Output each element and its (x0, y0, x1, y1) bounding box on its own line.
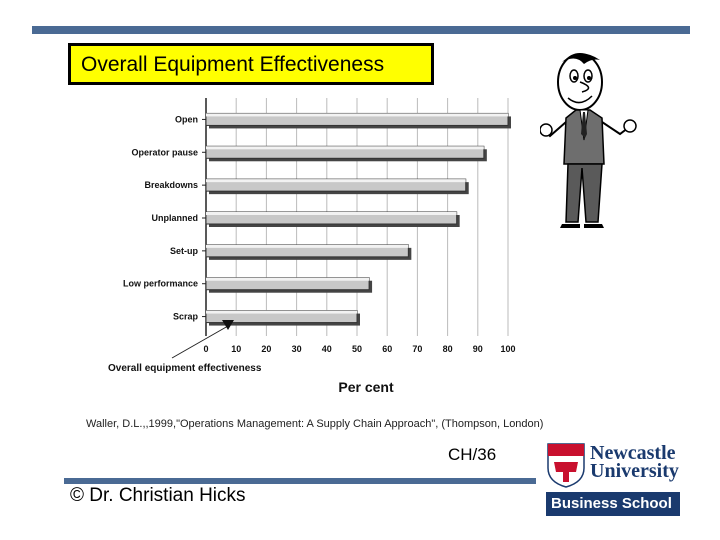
slide-title: Overall Equipment Effectiveness (81, 53, 385, 76)
category-label: Unplanned (152, 213, 199, 223)
bar-highlight (206, 244, 409, 248)
logo-line-newcastle: Newcastle (590, 442, 676, 464)
x-tick-label: 0 (203, 344, 208, 354)
x-tick-label: 10 (231, 344, 241, 354)
cartoon-man-icon (540, 53, 637, 228)
bar-highlight (206, 146, 484, 150)
oee-bar-chart: Open Operator pause Breakdowns Unplanned Set… (108, 98, 516, 395)
top-rule (32, 26, 690, 34)
title-box: Overall Equipment Effectiveness (68, 43, 434, 85)
bar-highlight (206, 179, 466, 183)
annotation-arrowhead (222, 320, 234, 330)
bar-highlight (206, 212, 457, 215)
x-axis-label: Per cent (338, 379, 394, 395)
slide-number: CH/36 (448, 445, 497, 464)
bar-highlight (206, 277, 370, 281)
university-crest-icon (547, 443, 585, 488)
citation: Waller, D.L.,,1999,"Operations Managemen… (86, 418, 544, 430)
x-tick-label: 100 (500, 344, 515, 354)
bar-highlight (206, 113, 508, 117)
x-tick-label: 50 (352, 344, 362, 354)
x-tick-label: 20 (261, 344, 271, 354)
category-label: Operator pause (131, 147, 198, 157)
x-tick-label: 80 (443, 344, 453, 354)
x-tick-label: 90 (473, 344, 483, 354)
newcastle-logo: Newcastle University Business School (546, 442, 680, 516)
category-label: Open (175, 114, 198, 124)
bottom-rule (64, 478, 536, 484)
annotation-label: Overall equipment effectiveness (108, 363, 262, 374)
logo-line-university: University (590, 460, 679, 482)
bar-highlight (206, 310, 357, 314)
category-label: Scrap (173, 312, 199, 322)
x-tick-label: 70 (412, 344, 422, 354)
x-tick-label: 30 (292, 344, 302, 354)
logo-school-bar: Business School (546, 492, 680, 516)
x-tick-label: 40 (322, 344, 332, 354)
category-label: Set-up (170, 246, 199, 256)
category-label: Breakdowns (144, 180, 198, 190)
annotation-line (171, 325, 229, 359)
x-tick-label: 60 (382, 344, 392, 354)
category-label: Low performance (123, 279, 198, 289)
logo-school-name: Business School (551, 495, 672, 512)
author-credit: © Dr. Christian Hicks (70, 485, 246, 506)
